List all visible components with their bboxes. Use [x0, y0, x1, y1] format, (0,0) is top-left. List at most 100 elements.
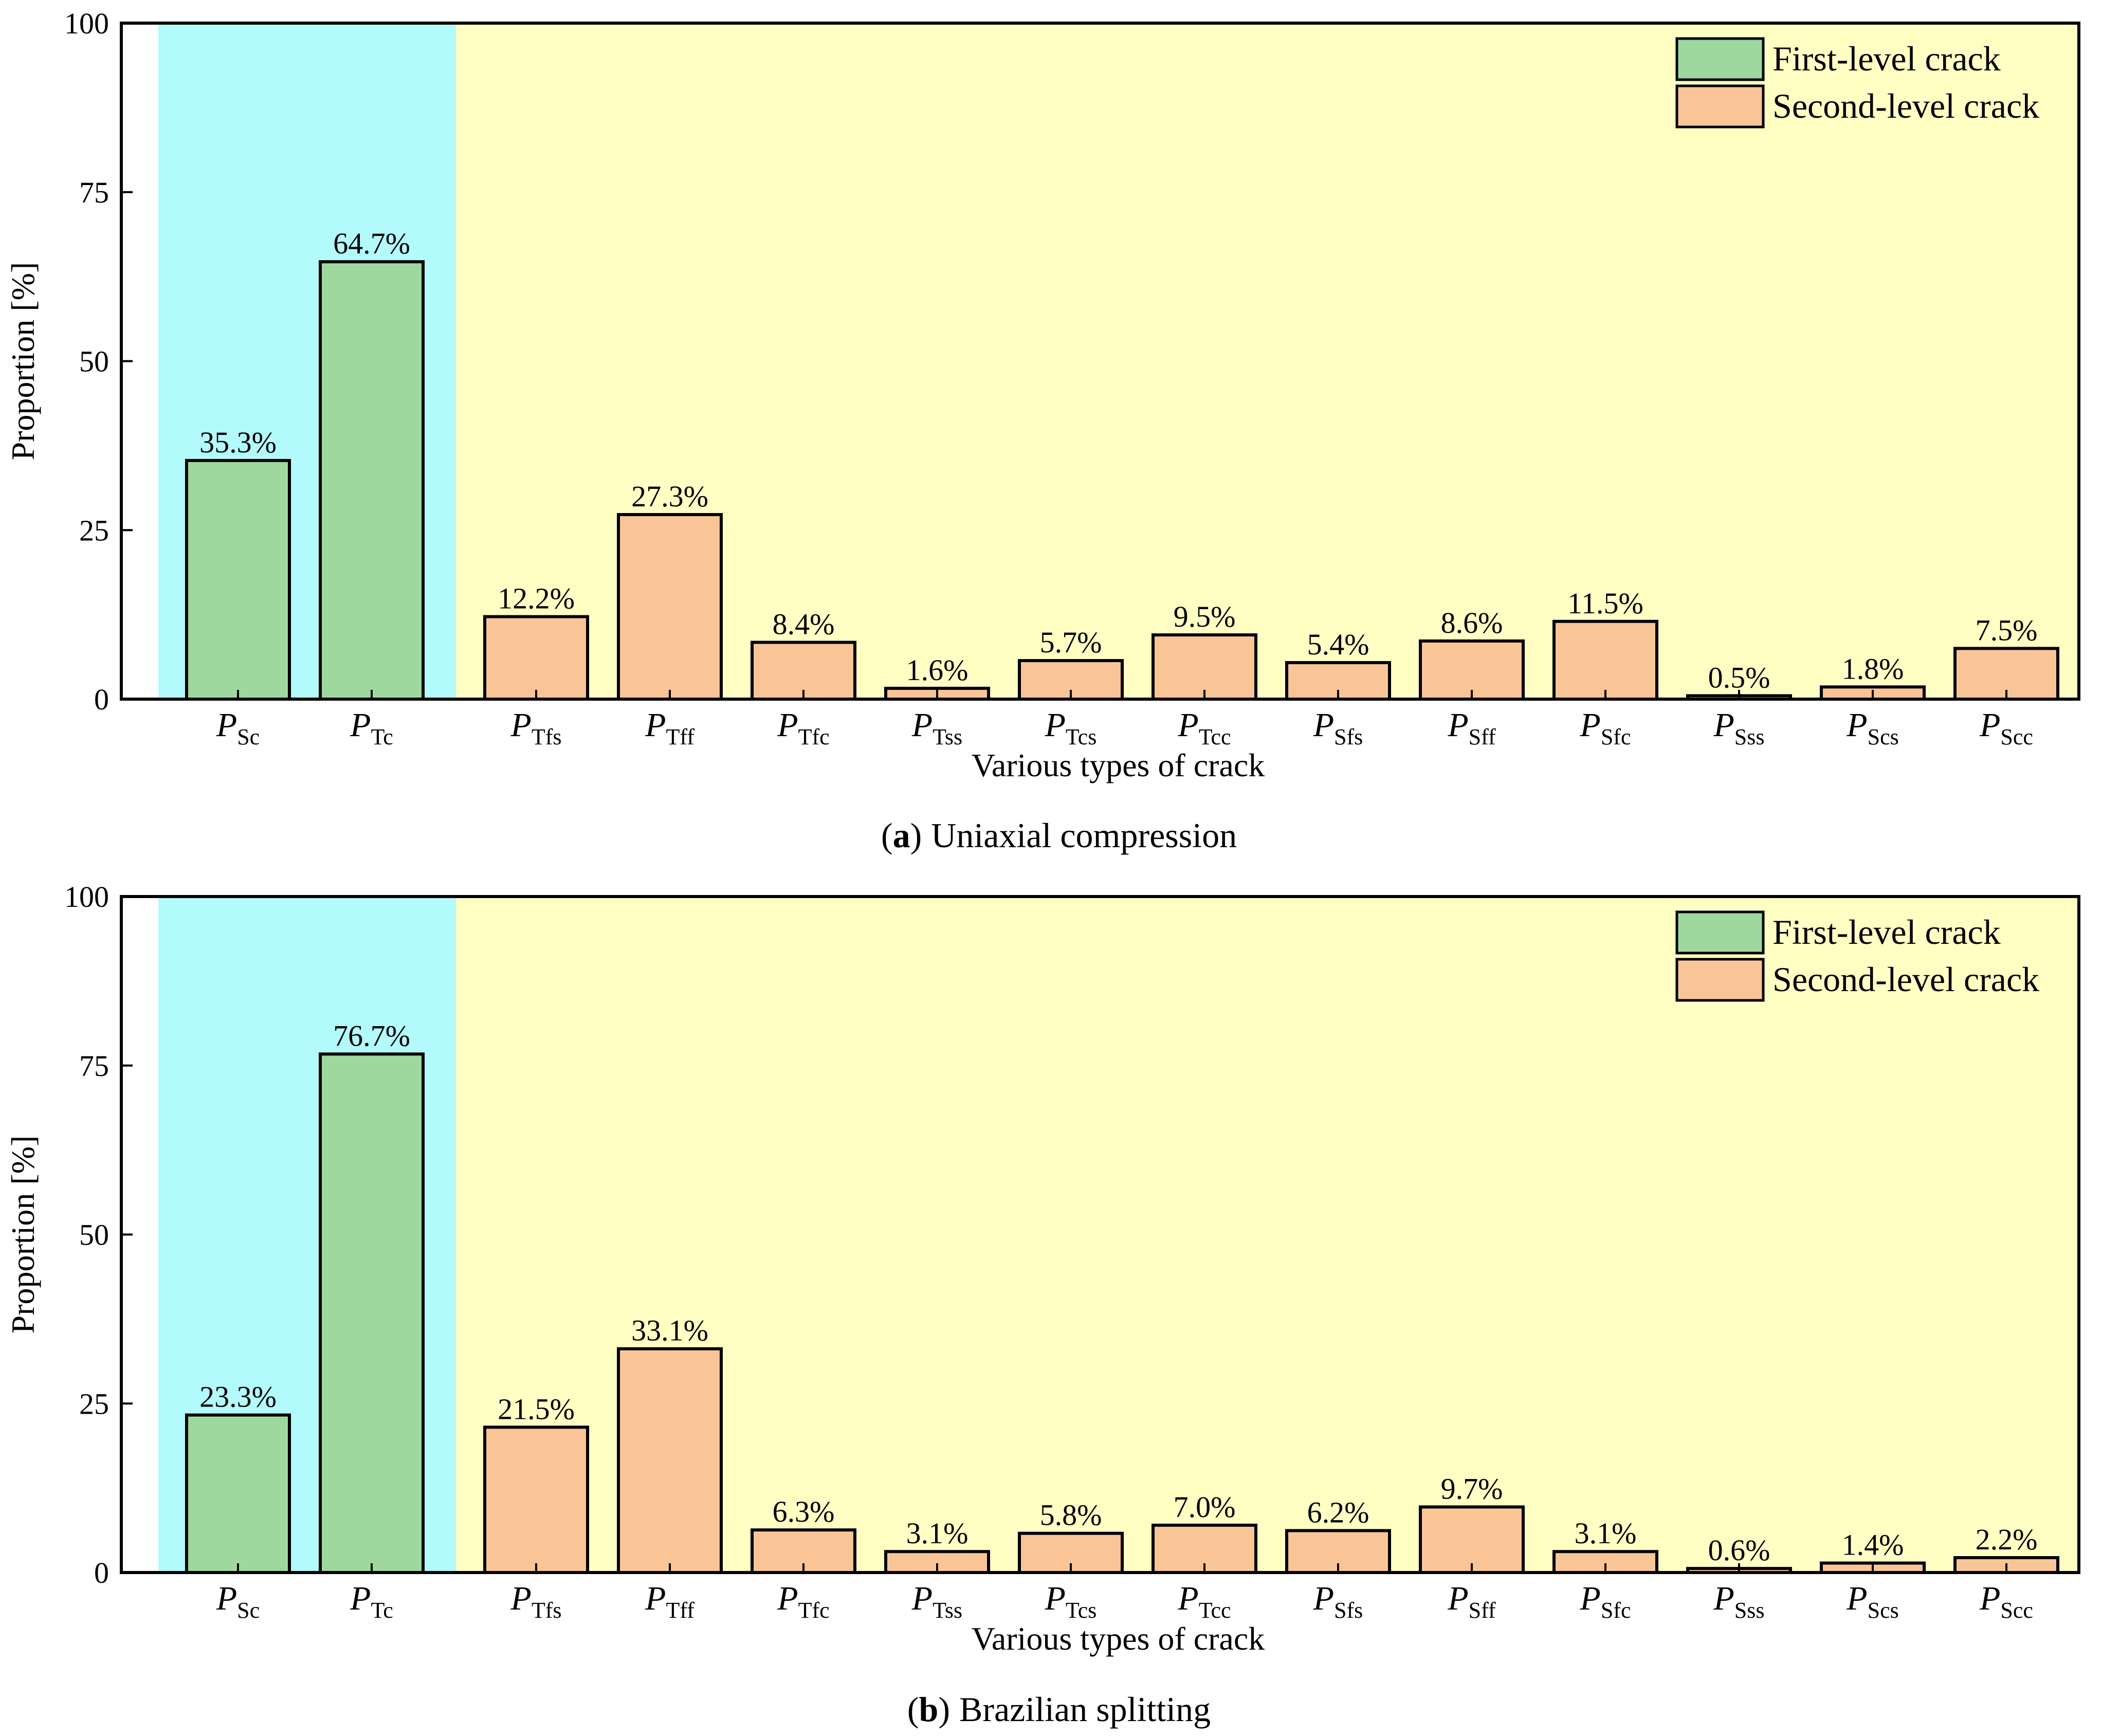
- category-label-sub: Sfc: [1601, 1598, 1631, 1623]
- category-label-sub: Sfc: [1601, 724, 1631, 750]
- panel-b-brazilian-splitting: 025507510023.3%PSc76.7%PTc21.5%PTfs33.1%…: [5, 880, 2080, 1729]
- data-label: 64.7%: [333, 227, 410, 260]
- data-label: 5.4%: [1307, 628, 1369, 661]
- category-label-main: P: [216, 706, 237, 744]
- category-label-main: P: [1846, 706, 1867, 744]
- category-label: PScc: [1979, 1580, 2033, 1623]
- category-label-main: P: [1713, 706, 1734, 744]
- data-label: 9.5%: [1174, 600, 1236, 633]
- legend: First-level crack Second-level crack: [1675, 37, 2039, 129]
- data-label: 7.0%: [1174, 1490, 1236, 1524]
- category-label-main: P: [510, 1580, 532, 1617]
- category-label-main: P: [911, 706, 933, 744]
- category-label-sub: Tcs: [1066, 724, 1096, 750]
- category-label-sub: Tc: [371, 724, 393, 750]
- x-axis-title: Various types of crack: [972, 747, 1265, 783]
- category-label: PSff: [1447, 1580, 1496, 1623]
- legend-label: Second-level crack: [1772, 86, 2039, 125]
- bar: [319, 260, 425, 701]
- category-label-main: P: [1713, 1580, 1734, 1617]
- category-label: PTff: [645, 706, 695, 750]
- y-axis-title: Proportion [%]: [5, 1136, 41, 1334]
- category-label-main: P: [1580, 706, 1601, 744]
- legend-swatch-second-level: [1675, 958, 1765, 1002]
- y-tick-label: 50: [79, 1218, 109, 1252]
- legend-swatch-first-level: [1675, 37, 1765, 81]
- category-label-sub: Tcc: [1199, 724, 1231, 750]
- category-label-main: P: [350, 1580, 371, 1617]
- category-label-sub: Tss: [933, 724, 962, 750]
- legend-label: First-level crack: [1772, 39, 2001, 78]
- category-label: PSc: [216, 1580, 260, 1623]
- category-label-sub: Tfc: [798, 724, 830, 750]
- legend-swatch-first-level: [1675, 910, 1765, 955]
- y-tick-label: 100: [64, 7, 109, 40]
- bar: [1152, 633, 1257, 701]
- category-label-sub: Scs: [1868, 724, 1899, 750]
- category-label-main: P: [510, 706, 532, 744]
- caption-text: Uniaxial compression: [931, 816, 1237, 855]
- data-label: 1.8%: [1842, 652, 1904, 685]
- category-label-main: P: [1846, 1580, 1867, 1617]
- bar: [185, 459, 291, 701]
- y-tick-label: 50: [79, 345, 109, 378]
- plot-frame: [120, 22, 2080, 701]
- category-label: PSss: [1713, 1580, 1764, 1623]
- data-label: 6.3%: [773, 1495, 835, 1528]
- second-level-region: [456, 23, 2078, 699]
- category-label-sub: Tcs: [1066, 1598, 1096, 1623]
- legend-label: First-level crack: [1772, 912, 2001, 952]
- y-tick-label: 0: [94, 1556, 109, 1589]
- category-label-sub: Scc: [2000, 724, 2033, 750]
- category-label-sub: Tff: [666, 1598, 695, 1623]
- category-label-main: P: [1313, 1580, 1334, 1617]
- caption-letter: a: [893, 816, 910, 855]
- category-label: PTfc: [777, 706, 829, 750]
- data-label: 7.5%: [1976, 613, 2038, 647]
- data-label: 1.6%: [906, 653, 968, 687]
- data-label: 33.1%: [631, 1314, 708, 1347]
- category-label-main: P: [1313, 706, 1334, 744]
- caption-open-paren: (: [907, 1690, 919, 1729]
- data-label: 12.2%: [498, 582, 575, 615]
- category-label-main: P: [216, 1580, 237, 1617]
- category-label-sub: Scc: [2000, 1598, 2033, 1623]
- category-label-main: P: [1979, 706, 2000, 744]
- data-label: 8.4%: [773, 608, 835, 641]
- caption-close-paren: ): [938, 1690, 950, 1729]
- data-label: 76.7%: [333, 1019, 410, 1052]
- category-label-sub: Tff: [666, 724, 695, 750]
- plot-frame: [120, 895, 2080, 1574]
- category-label-sub: Sss: [1734, 1598, 1765, 1623]
- data-label: 3.1%: [906, 1516, 968, 1550]
- category-label-main: P: [1177, 706, 1198, 744]
- data-label: 0.6%: [1708, 1533, 1770, 1567]
- data-label: 11.5%: [1567, 587, 1643, 620]
- category-label-main: P: [1979, 1580, 2000, 1617]
- caption-close-paren: ): [910, 816, 922, 855]
- data-label: 6.2%: [1307, 1495, 1369, 1529]
- data-label: 23.3%: [199, 1380, 277, 1414]
- category-label: PSss: [1713, 706, 1764, 750]
- category-label-main: P: [350, 706, 371, 744]
- category-label: PSff: [1447, 706, 1496, 750]
- category-label: PSc: [216, 706, 260, 750]
- category-label-main: P: [1447, 706, 1468, 744]
- category-label: PTcc: [1177, 706, 1231, 750]
- category-label-main: P: [777, 706, 798, 744]
- category-label: PTfs: [510, 706, 562, 750]
- category-label-sub: Tfs: [532, 1598, 562, 1623]
- category-label: PScs: [1846, 706, 1898, 750]
- data-label: 35.3%: [199, 426, 277, 459]
- y-axis-title: Proportion [%]: [5, 262, 41, 461]
- legend-swatch-second-level: [1675, 84, 1765, 129]
- caption-open-paren: (: [881, 816, 893, 855]
- bar: [319, 1052, 425, 1574]
- category-label: PTcs: [1045, 1580, 1097, 1623]
- bar: [185, 1413, 291, 1574]
- y-tick-label: 75: [79, 1049, 109, 1083]
- category-label: PTcs: [1045, 706, 1097, 750]
- category-label-sub: Tfc: [798, 1598, 830, 1623]
- category-label: PTfs: [510, 1580, 562, 1623]
- category-label: PTss: [911, 1580, 962, 1623]
